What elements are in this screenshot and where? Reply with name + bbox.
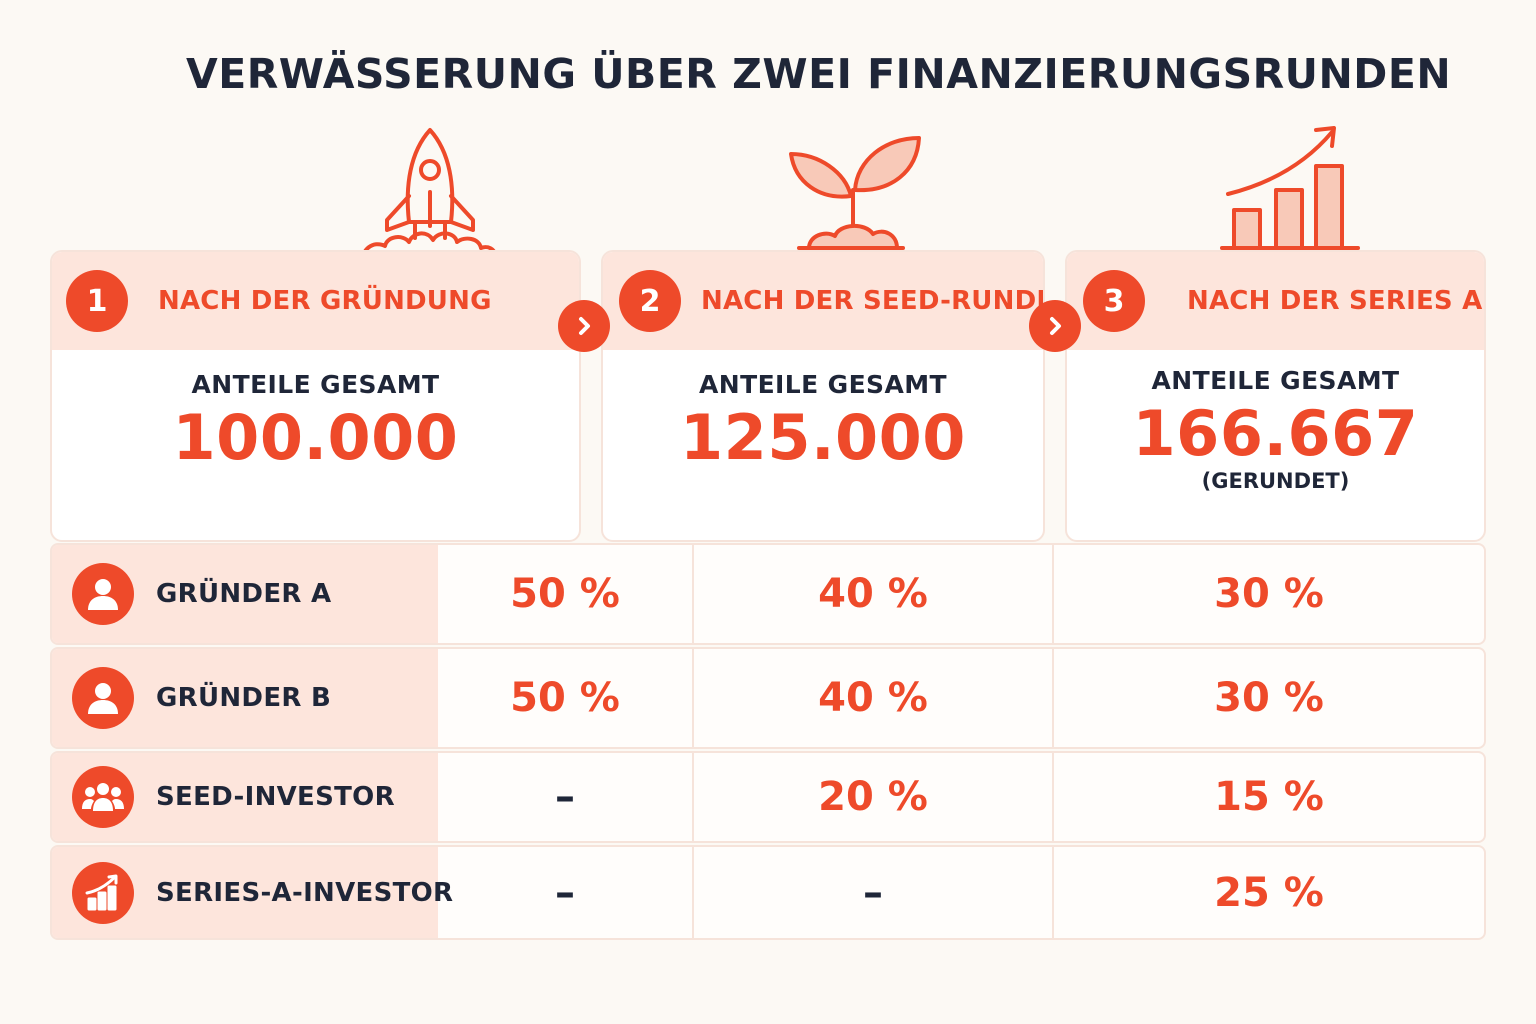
share-percentage: – — [555, 869, 575, 916]
stage-header: 2 NACH DER SEED-RUNDE — [603, 252, 1043, 350]
share-percentage: 30 % — [1214, 675, 1324, 721]
table-row: GRÜNDER A 50 % 40 % 30 % — [50, 543, 1486, 645]
person-icon — [72, 563, 134, 625]
group-icon — [72, 766, 134, 828]
share-percentage: – — [863, 869, 883, 916]
stage-card-2: 2 NACH DER SEED-RUNDE ANTEILE GESAMT 125… — [601, 250, 1045, 542]
share-percentage: 40 % — [818, 675, 928, 721]
stage-title: NACH DER SERIES A — [1187, 286, 1483, 316]
share-percentage: 40 % — [818, 571, 928, 617]
person-icon — [72, 667, 134, 729]
table-row: SEED-INVESTOR – 20 % 15 % — [50, 751, 1486, 843]
rocket-icon — [360, 128, 498, 264]
stage-header: 1 NACH DER GRÜNDUNG — [52, 252, 579, 350]
total-shares-value: 125.000 — [680, 401, 966, 474]
stage-number-badge: 2 — [619, 270, 681, 332]
total-shares-value: 100.000 — [172, 401, 459, 474]
page-title: VERWÄSSERUNG ÜBER ZWEI FINANZIERUNGSRUND… — [186, 50, 1452, 98]
stage-card-1: 1 NACH DER GRÜNDUNG ANTEILE GESAMT 100.0… — [50, 250, 581, 542]
stage-header: 3 NACH DER SERIES A — [1067, 252, 1484, 350]
stage-number-badge: 1 — [66, 270, 128, 332]
share-percentage: – — [555, 774, 575, 820]
total-shares-label: ANTEILE GESAMT — [191, 370, 440, 399]
chevron-right-icon — [1050, 317, 1061, 335]
next-stage-arrow — [558, 300, 610, 352]
share-percentage: 25 % — [1214, 869, 1324, 916]
growth-chart-icon — [72, 861, 134, 924]
table-row: SERIES-A-INVESTOR – – 25 % — [50, 845, 1486, 940]
shareholder-name: SERIES-A-INVESTOR — [156, 877, 454, 908]
share-percentage: 20 % — [818, 774, 928, 820]
shareholder-name: GRÜNDER B — [156, 683, 332, 713]
share-percentage: 15 % — [1214, 774, 1324, 820]
stage-title: NACH DER SEED-RUNDE — [701, 286, 1045, 316]
share-percentage: 50 % — [510, 571, 620, 617]
table-row: GRÜNDER B 50 % 40 % 30 % — [50, 647, 1486, 749]
chevron-right-icon — [579, 317, 590, 335]
growth-chart-icon — [1220, 126, 1360, 250]
total-shares-value: 166.667 — [1132, 397, 1419, 470]
stage-title: NACH DER GRÜNDUNG — [158, 286, 492, 316]
share-percentage: 50 % — [510, 675, 620, 721]
next-stage-arrow — [1029, 300, 1081, 352]
stage-card-3: 3 NACH DER SERIES A ANTEILE GESAMT 166.6… — [1065, 250, 1486, 542]
total-shares-label: ANTEILE GESAMT — [699, 370, 947, 399]
sprout-icon — [789, 136, 921, 250]
shareholder-name: GRÜNDER A — [156, 579, 332, 609]
share-percentage: 30 % — [1214, 571, 1324, 617]
shareholder-name: SEED-INVESTOR — [156, 782, 395, 812]
stage-number-badge: 3 — [1083, 270, 1145, 332]
total-shares-label: ANTEILE GESAMT — [1151, 366, 1400, 395]
rounded-note: (GERUNDET) — [1201, 469, 1350, 493]
